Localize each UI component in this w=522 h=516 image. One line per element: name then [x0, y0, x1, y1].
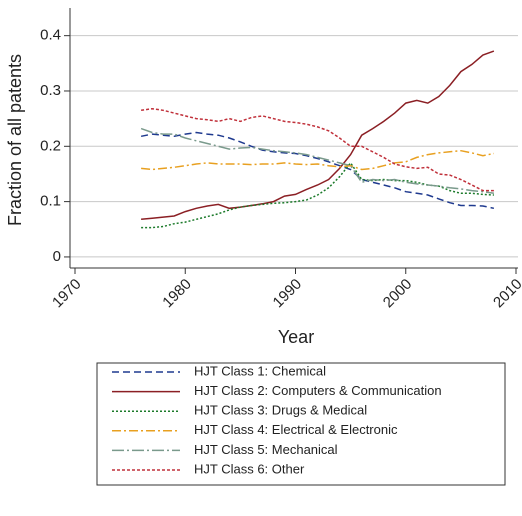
- legend-label: HJT Class 1: Chemical: [194, 363, 326, 378]
- legend-label: HJT Class 6: Other: [194, 461, 305, 476]
- legend-label: HJT Class 2: Computers & Communication: [194, 383, 442, 398]
- series-line: [141, 149, 495, 171]
- legend-label: HJT Class 5: Mechanical: [194, 442, 338, 457]
- x-tick-label: 1970: [49, 276, 85, 312]
- x-tick-label: 2010: [490, 276, 522, 312]
- y-tick-label: 0.4: [40, 27, 61, 44]
- series-line: [141, 161, 494, 229]
- series-line: [140, 131, 495, 210]
- y-axis-title: Fraction of all patents: [5, 54, 25, 226]
- y-tick-label: 0.1: [40, 193, 61, 210]
- legend-label: HJT Class 3: Drugs & Medical: [194, 403, 367, 418]
- x-tick-label: 1990: [270, 276, 306, 312]
- y-tick-label: 0.3: [40, 82, 61, 99]
- series-line: [140, 107, 494, 192]
- y-tick-label: 0: [53, 248, 61, 265]
- series-line: [140, 127, 495, 195]
- x-axis-title: Year: [278, 327, 314, 347]
- x-tick-label: 1980: [159, 276, 195, 312]
- series-line: [141, 50, 495, 221]
- y-tick-label: 0.2: [40, 137, 61, 154]
- legend-label: HJT Class 4: Electrical & Electronic: [194, 422, 398, 437]
- legend-box: [96, 362, 506, 486]
- x-tick-label: 2000: [380, 276, 416, 312]
